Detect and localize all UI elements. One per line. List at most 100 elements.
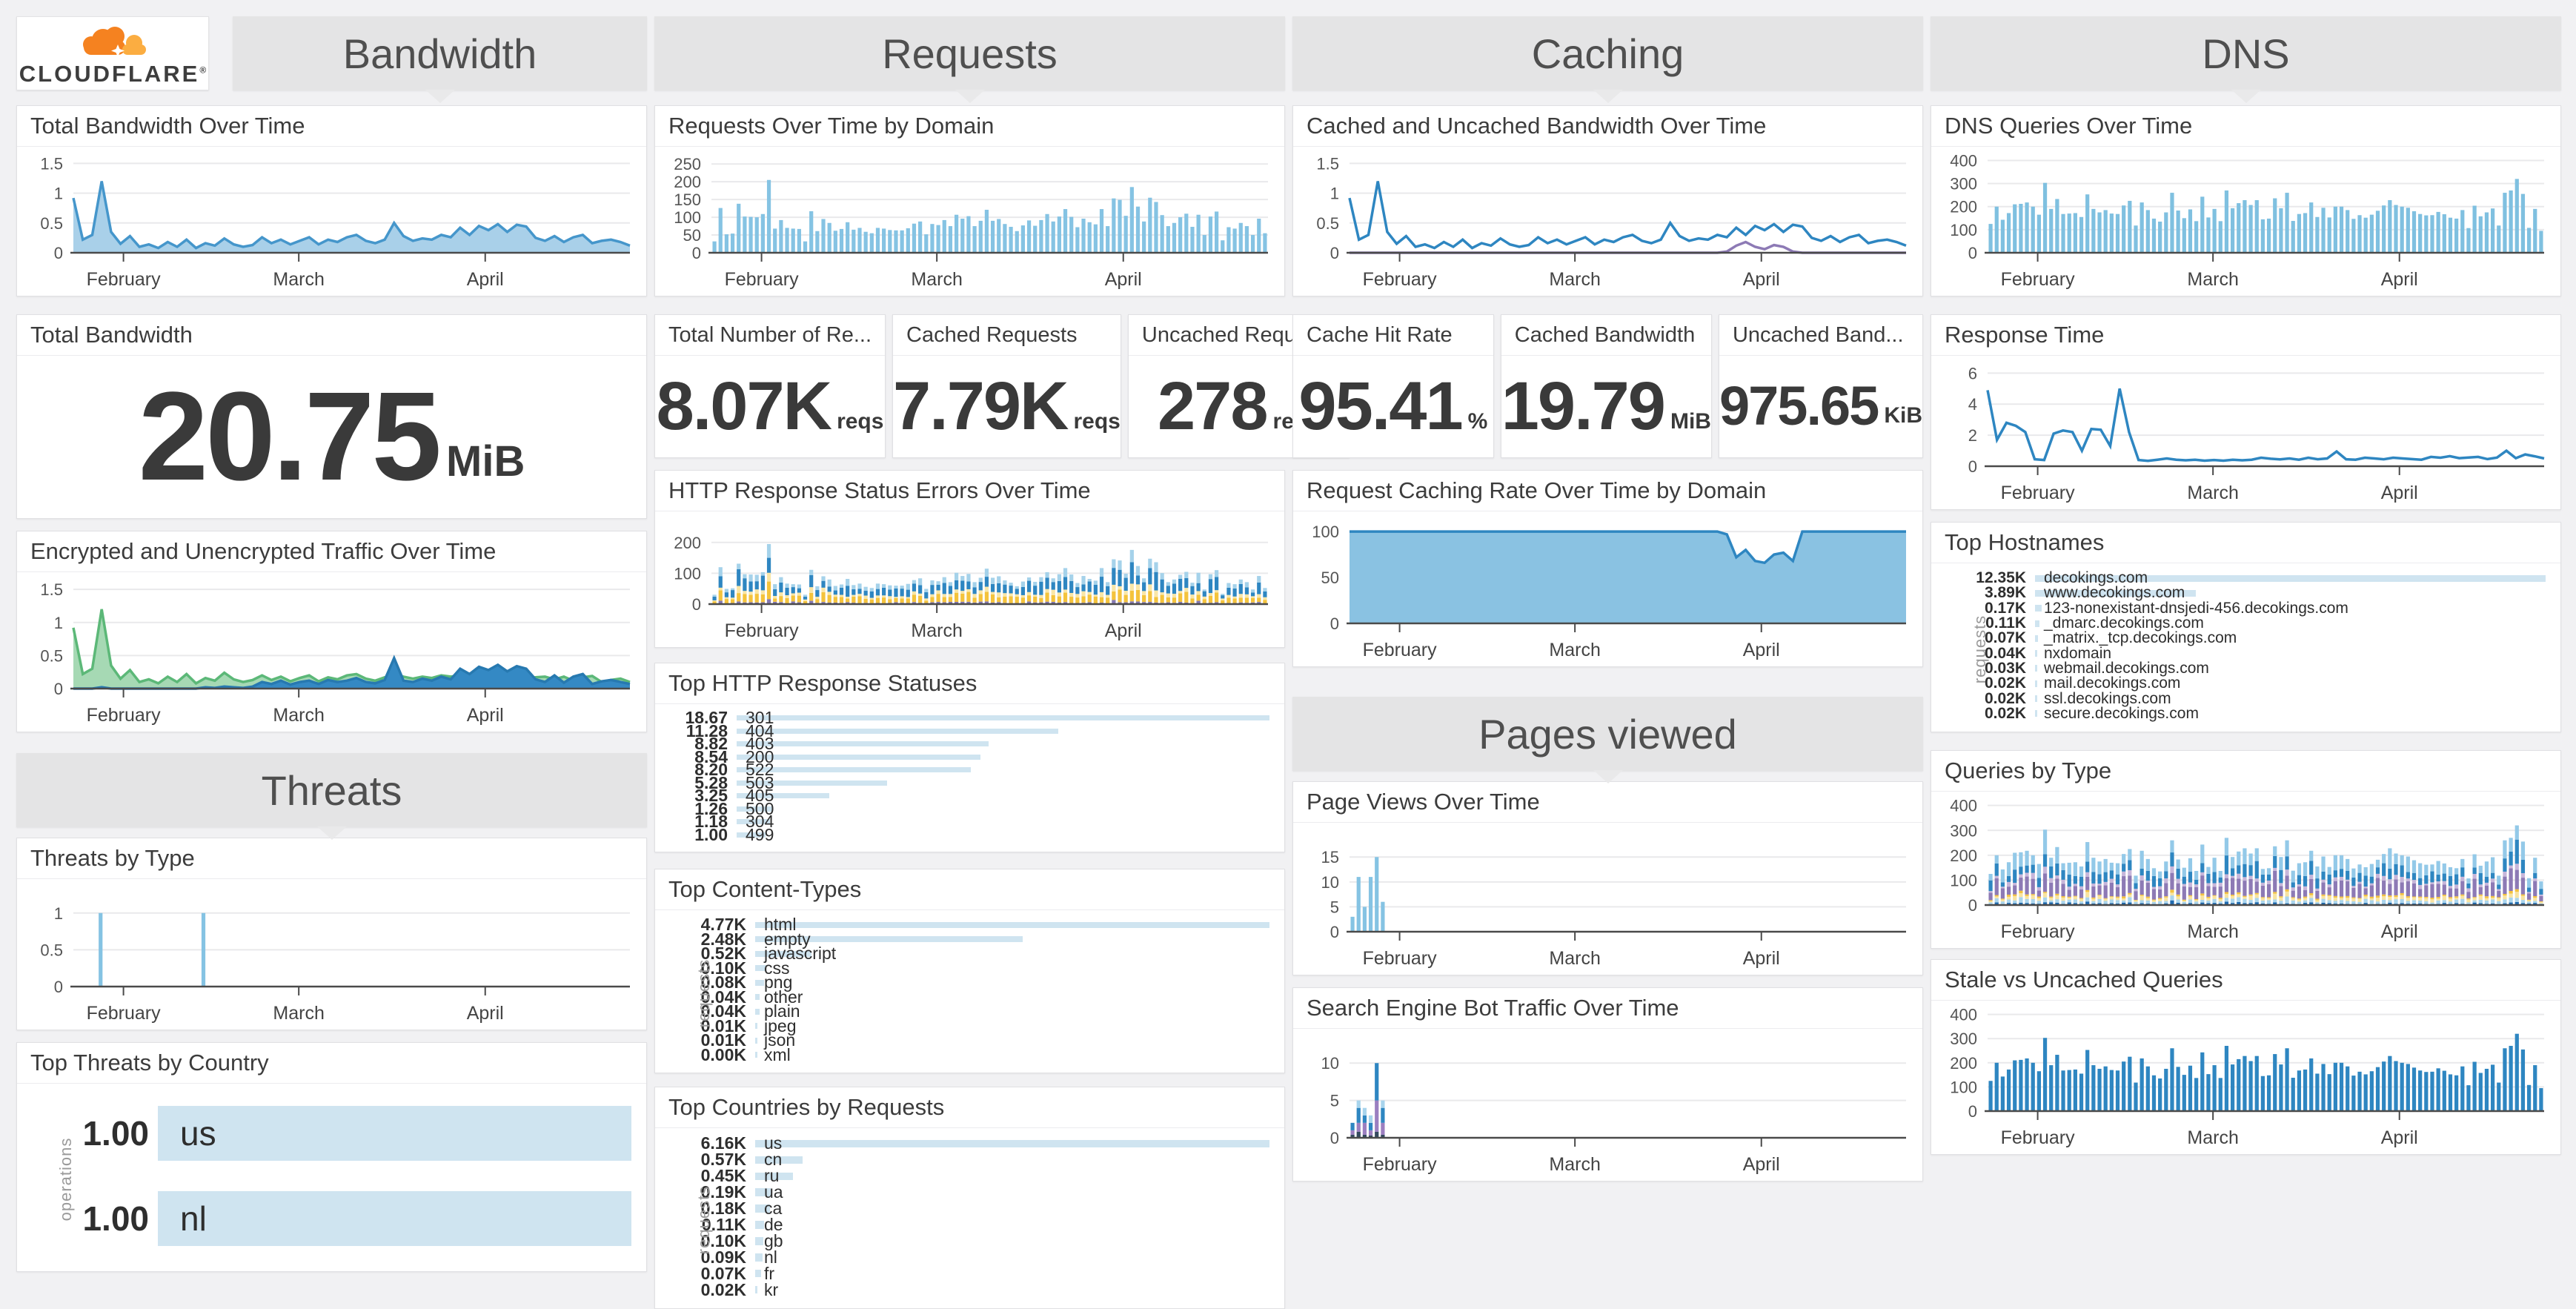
stat-unit: MiB [446, 437, 525, 486]
svg-text:200: 200 [674, 173, 701, 191]
list-bar-zone: ua [755, 1182, 1269, 1202]
stat-number: 20.75 [138, 365, 442, 507]
panel-title: Cached and Uncached Bandwidth Over Time [1293, 106, 1922, 147]
http-errors-canvas: 0 100 200 February March April [674, 534, 1268, 641]
panel-response-time: Response Time 0 2 4 6 February March April [1931, 314, 2561, 510]
svg-text:April: April [1105, 269, 1142, 290]
cached-bandwidth-stat: 19.79 MiB [1501, 356, 1711, 457]
list-label: 301 [746, 708, 774, 728]
svg-text:10: 10 [1321, 873, 1339, 892]
panel-title: Stale vs Uncached Queries [1931, 960, 2560, 1001]
list-row: 12.35K decokings.com [1939, 569, 2546, 586]
list-bar-zone: 403 [737, 734, 1269, 753]
list-label: nl [764, 1247, 777, 1267]
list-bar-zone: us [755, 1133, 1269, 1153]
list-bar-zone: png [755, 972, 1269, 992]
panel-top-statuses: Top HTTP Response Statuses 18.67 301 11.28… [654, 663, 1285, 852]
list-bar [737, 728, 1059, 734]
header-pointer [1593, 90, 1623, 103]
svg-text:200: 200 [1950, 198, 1977, 216]
list-bar-zone: fr [755, 1264, 1269, 1283]
panel-title: Threats by Type [17, 838, 646, 879]
svg-text:1.5: 1.5 [40, 580, 63, 599]
list-bar [755, 994, 760, 1001]
list-bar [2035, 620, 2040, 627]
svg-text:6: 6 [1968, 364, 1977, 382]
list-value: 8.54 [694, 746, 728, 766]
list-bar [755, 1285, 758, 1294]
list-row: 0.17K 123-nonexistant-dnsjedi-456.decokin… [1939, 600, 2546, 617]
list-label: ca [764, 1199, 783, 1219]
svg-text:April: April [2381, 921, 2418, 942]
list-bar-zone: us [158, 1102, 631, 1165]
list-bar [755, 921, 1269, 928]
stat-number: 975.65 [1719, 375, 1879, 437]
panel-title: Requests Over Time by Domain [655, 106, 1284, 147]
list-row: 0.11K de [663, 1215, 1269, 1234]
bot-traffic-chart: 0 5 10 February March April [1293, 1029, 1922, 1181]
header-pointer [316, 826, 347, 840]
list-bar [2035, 650, 2038, 657]
stat-number: 95.41 [1298, 368, 1463, 444]
list-bar [755, 1221, 765, 1229]
stale-uncached-canvas: 0 100 200 300 400 February March April [1950, 1006, 2544, 1148]
list-bar [737, 832, 766, 838]
svg-text:March: March [2187, 269, 2238, 290]
panel-total-bandwidth: Total Bandwidth 20.75 MiB [16, 314, 647, 519]
svg-text:February: February [725, 620, 800, 641]
panel-caching-rate: Request Caching Rate Over Time by Domain… [1292, 470, 1923, 667]
stat-unit: KiB [1884, 402, 1922, 428]
svg-text:300: 300 [1950, 821, 1977, 840]
list-label: fr [764, 1263, 775, 1283]
section-title: Caching [1531, 30, 1684, 77]
panel-stale-uncached: Stale vs Uncached Queries 0 100 200 300 400 F… [1931, 959, 2561, 1155]
list-bar [2035, 634, 2038, 642]
list-bar-zone: de [755, 1215, 1269, 1234]
dashboard: CLOUDFLARE® Bandwidth Total Bandwidth Ov… [16, 16, 2561, 1309]
list-label: javascript [764, 944, 837, 964]
list-value: 1.00 [694, 824, 728, 844]
list-bar-zone: 499 [737, 825, 1269, 844]
panel-title: Encrypted and Unencrypted Traffic Over T… [17, 531, 646, 572]
list-bar-zone: 404 [737, 721, 1269, 740]
svg-text:0: 0 [54, 244, 63, 262]
list-bar [755, 1052, 758, 1058]
panel-title: Queries by Type [1931, 751, 2560, 792]
list-row: 3.89K www.decokings.com [1939, 584, 2546, 601]
response-time-chart: 0 2 4 6 February March April [1931, 356, 2560, 509]
svg-text:April: April [1743, 1154, 1780, 1175]
panel-page-views: Page Views Over Time 0 5 10 15 February March… [1292, 781, 1923, 975]
svg-text:100: 100 [1312, 523, 1339, 541]
list-row: 0.02K mail.decokings.com [1939, 675, 2546, 692]
svg-text:0: 0 [692, 595, 701, 614]
svg-text:0.5: 0.5 [40, 214, 63, 233]
list-label: css [764, 958, 790, 978]
svg-text:5: 5 [1330, 1092, 1339, 1110]
list-value: 3.25 [694, 786, 728, 806]
section-header-caching: Caching [1292, 16, 1923, 103]
list-bar [755, 1188, 771, 1196]
requests-stats-row: Total Number of Re... 8.07K reqs Cached R… [654, 314, 1350, 458]
panel-title: Uncached Requests [1128, 315, 1350, 356]
encrypted-traffic-canvas: 0 0.5 1 1.5 February March April [40, 580, 631, 726]
list-bar-zone: 301 [737, 708, 1269, 727]
list-label: other [764, 987, 803, 1007]
list-label: ru [764, 1166, 780, 1186]
svg-text:1: 1 [54, 904, 63, 923]
svg-text:300: 300 [1950, 1030, 1977, 1048]
svg-text:April: April [1743, 269, 1780, 290]
list-label: _matrix._tcp.decokings.com [2044, 629, 2237, 647]
list-value: 0.04K [700, 987, 746, 1007]
svg-text:1.5: 1.5 [1316, 154, 1339, 173]
section-title: Threats [261, 766, 402, 814]
panel-title: Top Threats by Country [17, 1043, 646, 1084]
list-value: 0.19K [700, 1182, 746, 1202]
list-row: 0.18K ca [663, 1199, 1269, 1218]
list-bar [755, 950, 811, 957]
list-row: 0.11K _dmarc.decokings.com [1939, 614, 2546, 632]
list-bar-zone: ca [755, 1199, 1269, 1218]
panel-dns-queries: DNS Queries Over Time 0 100 200 300 400 Febru… [1931, 105, 2561, 296]
caching-stats-row: Cache Hit Rate 95.41% Cached Bandwidth 1… [1292, 314, 1923, 458]
list-label: ssl.decokings.com [2044, 689, 2171, 707]
list-bar-zone: decokings.com [2035, 569, 2546, 586]
